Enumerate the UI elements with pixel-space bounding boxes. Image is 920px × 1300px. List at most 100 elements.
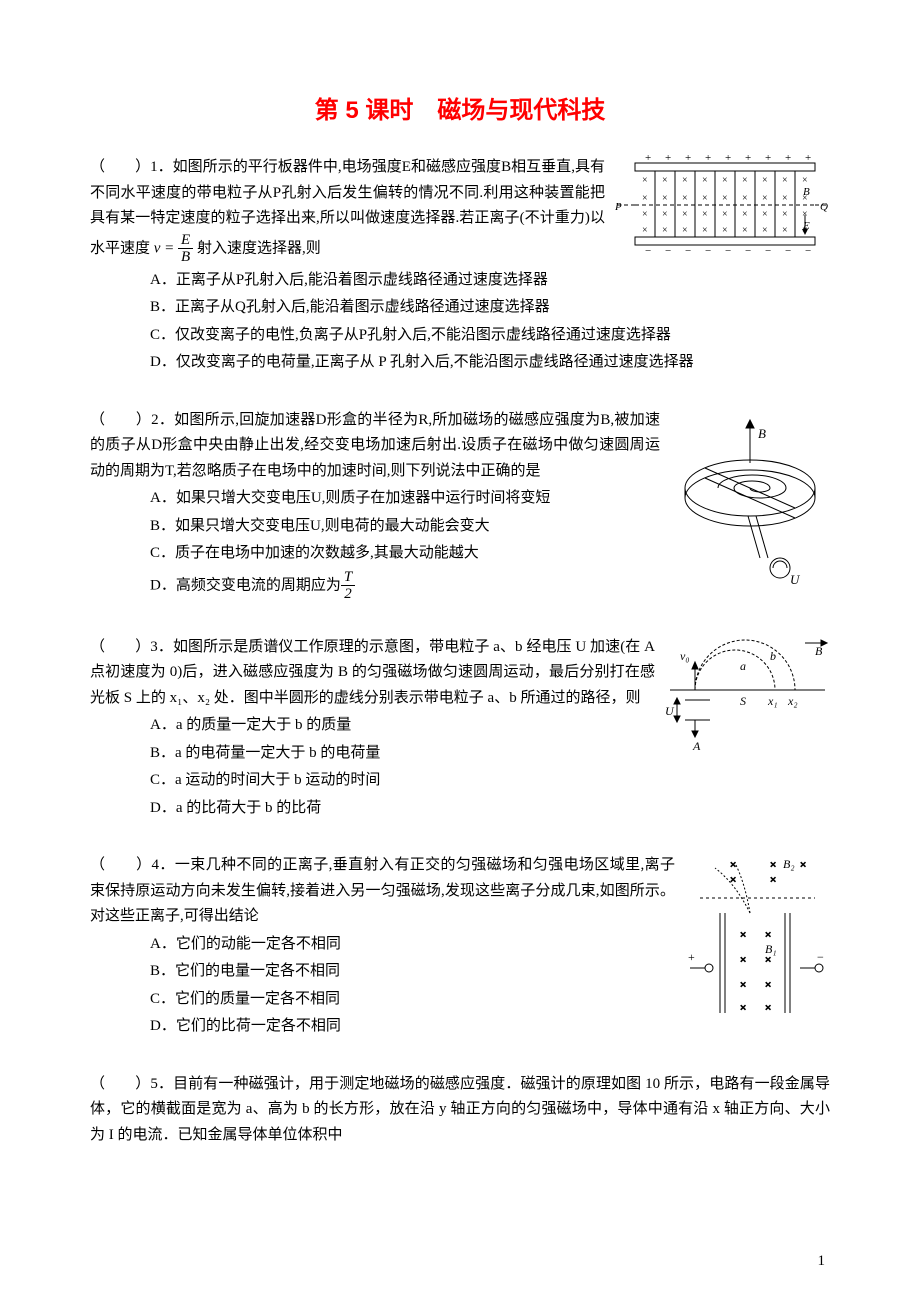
label-x2: x₂ <box>787 694 798 708</box>
q4-stem: 一束几种不同的正离子,垂直射入有正交的匀强磁场和匀强电场区域里,离子束保持原运动… <box>90 857 675 924</box>
q1-figure: ++++ +++++ −−−− −−−−− ××××××××× ××××××××… <box>615 155 830 265</box>
q3-opt-c: C．a 运动的时间大于 b 运动的时间 <box>150 768 830 794</box>
label-B1-fig4: B₁ <box>765 942 777 956</box>
q1-opt-a: A．正离子从P孔射入后,能沿着图示虚线路径通过速度选择器 <box>150 268 830 294</box>
q3-stem: 如图所示是质谱仪工作原理的示意图，带电粒子 a、b 经电压 U 加速(在 A 点… <box>90 639 655 706</box>
svg-text:×: × <box>770 859 776 871</box>
q3-figure: v₀ a b B S x₁ x₂ U A <box>665 635 830 765</box>
svg-text:×: × <box>682 193 688 204</box>
svg-text:×: × <box>662 209 668 220</box>
svg-text:+: + <box>745 155 751 164</box>
q1-formula-frac: EB <box>178 232 193 266</box>
svg-text:−: − <box>685 245 691 255</box>
svg-text:×: × <box>682 209 688 220</box>
q2-stem: 如图所示,回旋加速器D形盒的半径为R,所加磁场的磁感应强度为B,被加速的质子从D… <box>90 412 660 479</box>
svg-text:+: + <box>765 155 771 164</box>
svg-text:×: × <box>782 193 788 204</box>
svg-text:×: × <box>730 859 736 871</box>
svg-text:×: × <box>742 193 748 204</box>
svg-text:×: × <box>722 175 728 186</box>
q2-figure: B U <box>670 408 830 598</box>
label-a: a <box>740 659 746 673</box>
svg-text:×: × <box>742 225 748 236</box>
svg-text:×: × <box>740 954 746 966</box>
svg-text:−: − <box>785 245 791 255</box>
frac-top: T <box>341 569 355 587</box>
svg-text:+: + <box>665 155 671 164</box>
svg-text:×: × <box>740 1002 746 1014</box>
svg-text:×: × <box>765 929 771 941</box>
svg-text:×: × <box>722 193 728 204</box>
label-B2: B <box>758 426 766 441</box>
svg-text:×: × <box>762 193 768 204</box>
q2-prefix: （ ）2． <box>90 412 174 428</box>
svg-text:×: × <box>662 225 668 236</box>
svg-text:+: + <box>685 155 691 164</box>
svg-text:×: × <box>662 175 668 186</box>
svg-text:×: × <box>740 929 746 941</box>
svg-text:×: × <box>730 874 736 886</box>
svg-text:×: × <box>702 193 708 204</box>
q1-opt-b: B．正离子从Q孔射入后,能沿着图示虚线路径通过速度选择器 <box>150 295 830 321</box>
svg-text:×: × <box>782 209 788 220</box>
label-A3: A <box>692 739 701 753</box>
svg-text:×: × <box>800 859 806 871</box>
q4-figure: ××× ×× ×× ×× ×× ×× <box>685 853 830 1033</box>
svg-text:−: − <box>705 245 711 255</box>
page-container: 第 5 课时 磁场与现代科技 + + + + <box>0 0 920 1300</box>
svg-text:−: − <box>817 950 824 964</box>
question-4: ××× ×× ×× ×× ×× ×× <box>90 853 830 1042</box>
page-number: 1 <box>818 1253 826 1270</box>
q5-stem: 目前有一种磁强计，用于测定地磁场的磁感应强度．磁强计的原理如图 10 所示，电路… <box>90 1076 830 1143</box>
label-U3: U <box>665 704 675 718</box>
question-3: v₀ a b B S x₁ x₂ U A （ ）3 <box>90 635 830 824</box>
q1-prefix: （ ）1． <box>90 159 173 175</box>
label-P: P <box>615 201 622 213</box>
question-2: B U （ ）2．如图所示,回旋加速器D形盒的半径为R,所加磁场的磁感应强度为B… <box>90 408 830 605</box>
label-B1: B <box>803 186 810 198</box>
svg-text:×: × <box>742 209 748 220</box>
svg-text:×: × <box>722 209 728 220</box>
q1-opt-d: D．仅改变离子的电荷量,正离子从 P 孔射入后,不能沿图示虚线路径通过速度选择器 <box>150 350 830 376</box>
frac-bot: 2 <box>341 586 355 603</box>
svg-text:×: × <box>765 979 771 991</box>
svg-text:×: × <box>742 175 748 186</box>
svg-text:+: + <box>705 155 711 164</box>
svg-text:×: × <box>682 225 688 236</box>
label-S: S <box>740 694 746 708</box>
label-B2-fig4: B₂ <box>783 857 795 871</box>
label-U2: U <box>790 572 801 587</box>
svg-text:−: − <box>725 245 731 255</box>
frac-top: E <box>178 232 193 250</box>
svg-text:×: × <box>702 209 708 220</box>
svg-text:×: × <box>702 225 708 236</box>
svg-text:+: + <box>725 155 731 164</box>
svg-text:+: + <box>688 950 695 964</box>
label-b: b <box>770 649 776 663</box>
svg-text:−: − <box>745 245 751 255</box>
svg-text:×: × <box>765 1002 771 1014</box>
svg-text:−: − <box>645 245 651 255</box>
svg-text:×: × <box>642 225 648 236</box>
svg-text:×: × <box>782 225 788 236</box>
svg-text:+: + <box>645 155 651 164</box>
question-5: （ ）5．目前有一种磁强计，用于测定地磁场的磁感应强度．磁强计的原理如图 10 … <box>90 1072 830 1149</box>
q1-opt-c: C．仅改变离子的电性,负离子从P孔射入后,不能沿图示虚线路径通过速度选择器 <box>150 323 830 349</box>
svg-text:−: − <box>765 245 771 255</box>
label-v0: v₀ <box>680 649 690 663</box>
svg-text:×: × <box>702 175 708 186</box>
q3-opt-d: D．a 的比荷大于 b 的比荷 <box>150 796 830 822</box>
svg-text:×: × <box>682 175 688 186</box>
q3-prefix: （ ）3． <box>90 639 173 655</box>
svg-text:+: + <box>805 155 811 164</box>
ion-beam-icon: ××× ×× ×× ×× ×× ×× <box>685 853 830 1023</box>
svg-text:×: × <box>642 209 648 220</box>
svg-text:×: × <box>762 209 768 220</box>
svg-text:×: × <box>722 225 728 236</box>
label-Q: Q <box>820 201 828 213</box>
svg-text:×: × <box>642 175 648 186</box>
svg-text:−: − <box>805 245 811 255</box>
page-title: 第 5 课时 磁场与现代科技 <box>90 90 830 125</box>
svg-text:+: + <box>785 155 791 164</box>
q1-options: A．正离子从P孔射入后,能沿着图示虚线路径通过速度选择器 B．正离子从Q孔射入后… <box>90 268 830 376</box>
